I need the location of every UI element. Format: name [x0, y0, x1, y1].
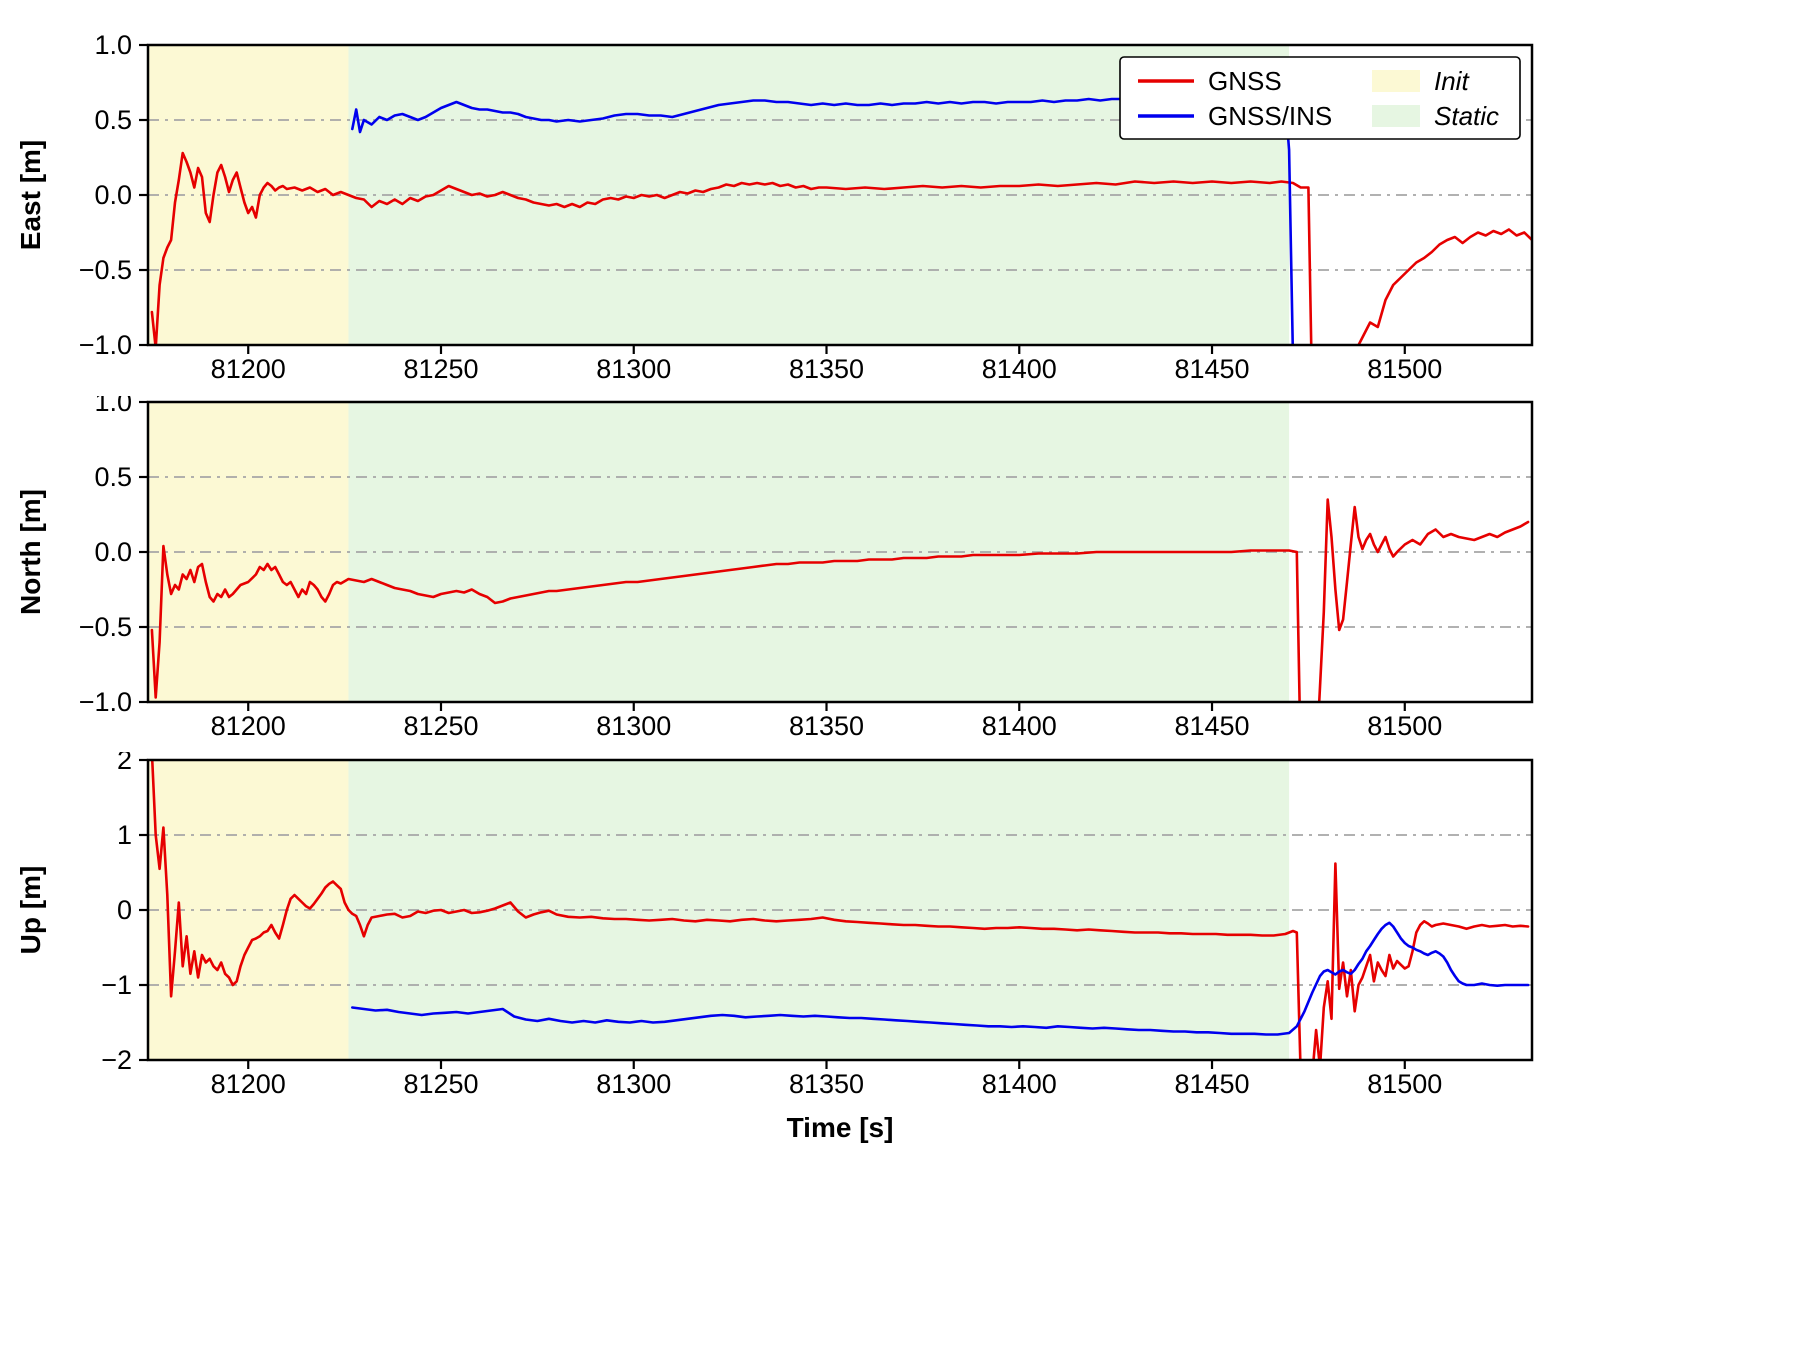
- legend-label: Static: [1434, 101, 1499, 131]
- x-tick-label: 81400: [982, 1069, 1057, 1099]
- y-tick-label: 0.5: [94, 462, 132, 492]
- y-tick-label: 0.5: [94, 105, 132, 135]
- y-tick-label: −1.0: [79, 687, 132, 717]
- gnss-ins-line: [351, 921, 1530, 1036]
- y-tick-label: −0.5: [79, 612, 132, 642]
- x-tick-label: 81500: [1367, 1069, 1442, 1099]
- x-tick-label: 81250: [403, 711, 478, 741]
- x-tick-label: 81250: [403, 1069, 478, 1099]
- y-tick-label: −1.0: [79, 330, 132, 360]
- x-tick-label: 81350: [789, 711, 864, 741]
- x-tick-label: 81450: [1174, 354, 1249, 384]
- x-tick-label: 81300: [596, 354, 671, 384]
- x-tick-label: 81450: [1174, 711, 1249, 741]
- y-tick-label: −0.5: [79, 255, 132, 285]
- x-tick-label: 81450: [1174, 1069, 1249, 1099]
- x-tick-label: 81200: [211, 711, 286, 741]
- init-legend-patch: [1372, 70, 1420, 92]
- legend-label: Init: [1434, 66, 1470, 96]
- y-tick-label: 1.0: [94, 396, 132, 417]
- x-tick-label: 81300: [596, 1069, 671, 1099]
- y-axis-label: East [m]: [15, 140, 46, 250]
- x-tick-label: 81400: [982, 711, 1057, 741]
- y-tick-label: 0: [117, 895, 132, 925]
- y-axis-label: North [m]: [15, 489, 46, 615]
- x-tick-label: 81200: [211, 1069, 286, 1099]
- north-plot: 81200 81250 81300 81350 81400 81450 81500 1.0 0.…: [15, 396, 1534, 741]
- y-axis-label: Up [m]: [15, 866, 46, 955]
- y-tick-label: 1: [117, 820, 132, 850]
- y-tick-label: 0.0: [94, 180, 132, 210]
- gnss-line: [150, 151, 1532, 345]
- x-tick-label: 81350: [789, 354, 864, 384]
- x-tick-label: 81300: [596, 711, 671, 741]
- x-tick-label: 81200: [211, 354, 286, 384]
- x-tick-label: 81400: [982, 354, 1057, 384]
- y-tick-label: 0.0: [94, 537, 132, 567]
- east-plot: 81200 81250 81300 81350 81400 81450 81500 1.0 0.…: [15, 30, 1534, 384]
- y-tick-label: −2: [101, 1045, 132, 1075]
- x-tick-label: 81500: [1367, 711, 1442, 741]
- x-tick-label: 81250: [403, 354, 478, 384]
- legend-label: GNSS: [1208, 66, 1282, 96]
- x-tick-label: 81350: [789, 1069, 864, 1099]
- up-plot: 81200 81250 81300 81350 81400 81450 81500 2 1 0 −1…: [15, 752, 1534, 1143]
- y-tick-label: 1.0: [94, 30, 132, 60]
- legend: GNSS GNSS/INS Init Static: [1119, 56, 1521, 140]
- y-tick-label: 2: [117, 752, 132, 775]
- y-tick-label: −1: [101, 970, 132, 1000]
- legend-label: GNSS/INS: [1208, 101, 1332, 131]
- gnss-line: [150, 498, 1530, 702]
- x-axis-label: Time [s]: [787, 1112, 894, 1143]
- gnss-line: [150, 760, 1530, 1060]
- x-tick-label: 81500: [1367, 354, 1442, 384]
- static-legend-patch: [1372, 105, 1420, 127]
